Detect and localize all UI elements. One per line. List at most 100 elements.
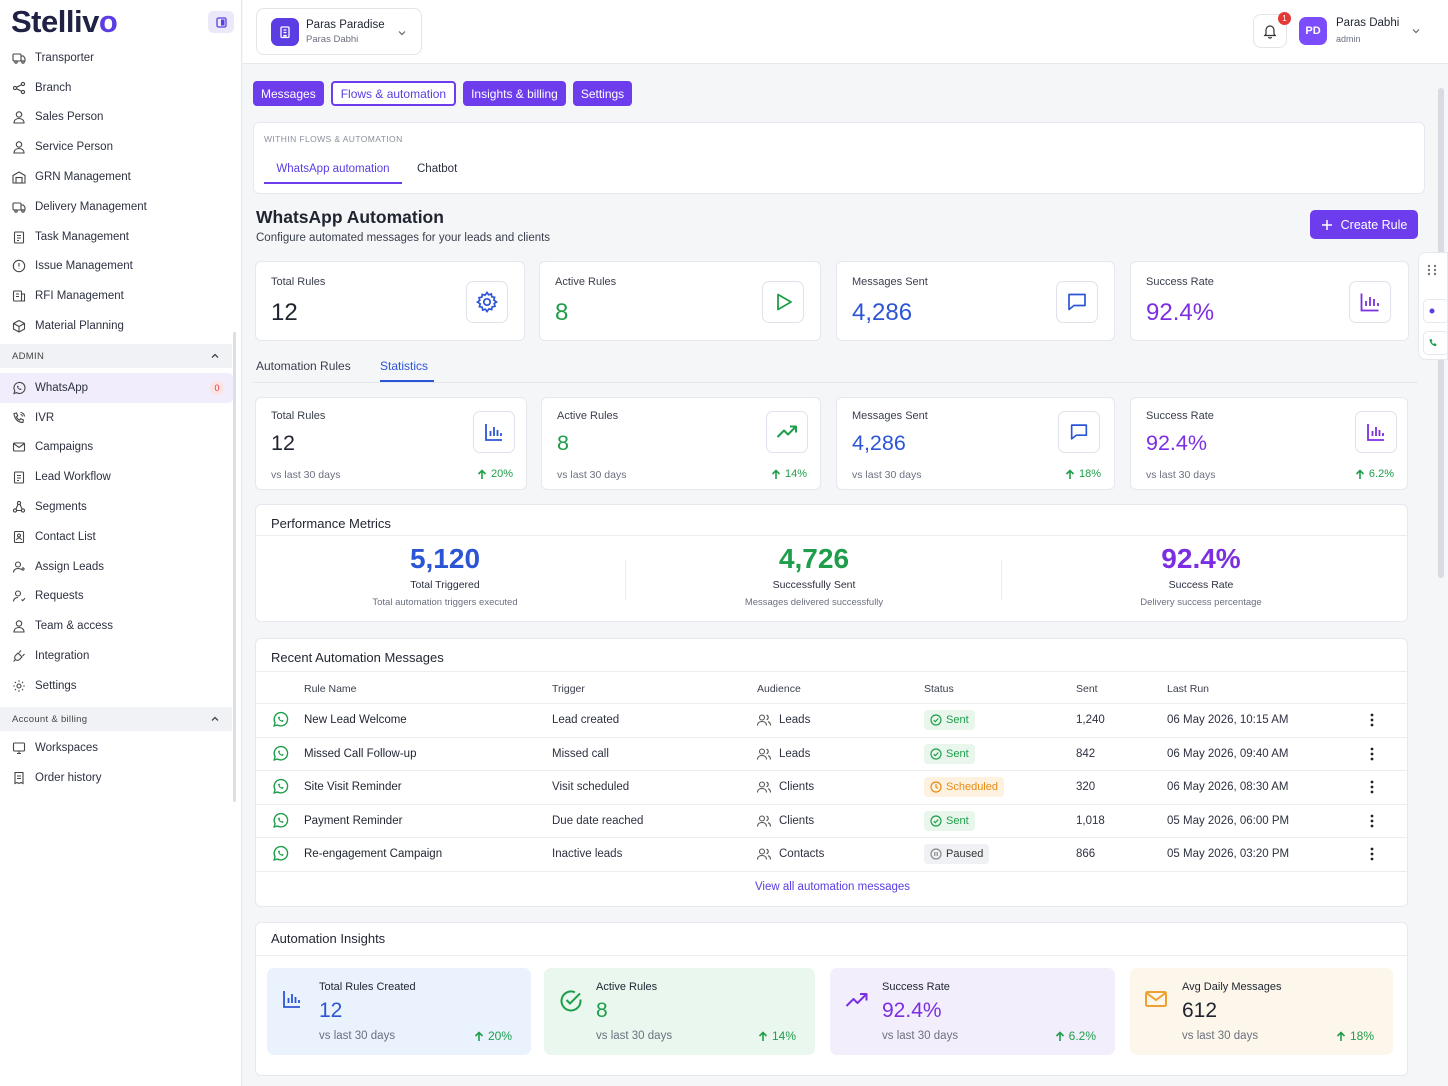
sidebar-item-branch[interactable]: Branch	[0, 73, 234, 103]
stat-change: 6.2%	[1355, 468, 1394, 480]
column-header-rule-name[interactable]: Rule Name	[304, 683, 357, 695]
sidebar-item-order-history[interactable]: Order history	[0, 763, 234, 793]
tab-messages[interactable]: Messages	[253, 81, 324, 106]
column-header-trigger[interactable]: Trigger	[552, 683, 585, 695]
table-row[interactable]: Re-engagement Campaign Inactive leads Co…	[256, 837, 1409, 871]
segments-icon	[12, 500, 26, 513]
sidebar-item-workspaces[interactable]: Workspaces	[0, 733, 234, 763]
chevron-down-icon	[398, 31, 406, 36]
arrow-up-icon	[1065, 468, 1075, 479]
branch-icon	[12, 81, 26, 94]
sidebar-item-service-person[interactable]: Service Person	[0, 132, 234, 162]
column-header-audience[interactable]: Audience	[757, 683, 801, 695]
tab-settings[interactable]: Settings	[572, 81, 633, 106]
sidebar-item-sales-person[interactable]: Sales Person	[0, 103, 234, 133]
more-options-icon[interactable]	[1370, 703, 1374, 737]
sidebar-item-segments[interactable]: Segments	[0, 492, 234, 522]
pause-circle-icon	[930, 848, 942, 860]
panel-item[interactable]	[1423, 331, 1448, 355]
table-row[interactable]: Site Visit Reminder Visit scheduled Clie…	[256, 770, 1409, 804]
insight-value: 612	[1182, 999, 1218, 1022]
tab-statistics[interactable]: Statistics	[380, 359, 434, 382]
tab-insights-billing[interactable]: Insights & billing	[463, 81, 566, 106]
table-row[interactable]: Payment Reminder Due date reached Client…	[256, 804, 1409, 838]
chevron-up-icon	[211, 716, 219, 721]
stat-change: 18%	[1065, 468, 1101, 480]
clipboard-icon	[13, 231, 25, 244]
collapse-sidebar-button[interactable]	[208, 11, 234, 33]
gear-icon	[13, 680, 25, 692]
sidebar-item-material-planning[interactable]: Material Planning	[0, 311, 234, 341]
more-options-icon[interactable]	[1370, 804, 1374, 838]
sidebar-item-lead-workflow[interactable]: Lead Workflow	[0, 462, 234, 492]
tab-flows-automation[interactable]: Flows & automation	[330, 81, 457, 106]
divider	[256, 535, 1409, 536]
view-all-messages-link[interactable]: View all automation messages	[754, 881, 911, 893]
column-header-sent[interactable]: Sent	[1076, 683, 1098, 695]
stat-value: 92.4%	[1146, 431, 1207, 455]
sidebar-section-account-billing[interactable]: Account & billing	[0, 707, 232, 731]
insight-footnote: vs last 30 days	[882, 1030, 959, 1042]
sidebar-item-grn-management[interactable]: GRN Management	[0, 162, 234, 192]
chat-icon	[1056, 281, 1098, 323]
create-rule-button[interactable]: Create Rule	[1310, 210, 1418, 239]
sidebar-item-transporter[interactable]: Transporter	[0, 43, 234, 73]
tab-chatbot[interactable]: Chatbot	[417, 163, 458, 175]
sidebar-item-delivery-management[interactable]: Delivery Management	[0, 192, 234, 222]
bar-chart-icon	[1349, 281, 1391, 323]
column-header-last-run[interactable]: Last Run	[1167, 683, 1210, 695]
sidebar-item-integration[interactable]: Integration	[0, 641, 234, 671]
kpi-value: 92.4%	[1146, 299, 1215, 326]
divider	[256, 871, 1409, 872]
rule-sent-count: 842	[1076, 747, 1096, 760]
column-header-status[interactable]: Status	[924, 683, 954, 695]
kpi-value: 8	[555, 299, 569, 326]
more-options-icon[interactable]	[1370, 770, 1374, 804]
phone-icon	[1429, 339, 1437, 347]
section-title: Automation Insights	[271, 931, 386, 946]
table-row[interactable]: New Lead Welcome Lead created Leads Sent…	[256, 703, 1409, 737]
insight-card-total-rules-created: Total Rules Created 12 vs last 30 days 2…	[267, 968, 531, 1055]
insight-value: 8	[596, 999, 608, 1022]
notifications-button[interactable]: 1	[1253, 12, 1291, 48]
sidebar-section-admin[interactable]: ADMIN	[0, 344, 232, 368]
insight-label: Total Rules Created	[319, 981, 416, 993]
insight-label: Success Rate	[882, 981, 950, 993]
insight-change: 6.2%	[1055, 1029, 1096, 1043]
document-flow-icon	[12, 290, 26, 302]
sidebar-item-task-management[interactable]: Task Management	[0, 222, 234, 252]
more-options-icon[interactable]	[1370, 837, 1374, 871]
stat-value: 4,286	[852, 431, 906, 455]
tab-automation-rules[interactable]: Automation Rules	[256, 359, 351, 373]
check-circle-icon	[930, 714, 942, 726]
sidebar-item-contact-list[interactable]: Contact List	[0, 522, 234, 552]
sidebar-scrollbar[interactable]	[233, 332, 236, 802]
rule-last-run: 05 May 2026, 03:20 PM	[1167, 847, 1290, 860]
sidebar-item-campaigns[interactable]: Campaigns	[0, 433, 234, 463]
chevron-down-icon[interactable]	[1411, 26, 1421, 36]
stat-footnote: vs last 30 days	[557, 469, 627, 481]
sidebar-item-requests[interactable]: Requests	[0, 582, 234, 612]
sidebar-item-issue-management[interactable]: Issue Management	[0, 252, 234, 282]
more-options-icon[interactable]	[1370, 737, 1374, 771]
alert-circle-icon	[12, 260, 26, 273]
rule-name: Re-engagement Campaign	[304, 847, 443, 860]
panel-item[interactable]	[1423, 299, 1448, 323]
recent-automation-messages-card: Recent Automation Messages Rule Name Tri…	[255, 638, 1409, 907]
sidebar-item-ivr[interactable]: IVR	[0, 403, 234, 433]
sidebar-item-settings[interactable]: Settings	[0, 671, 234, 701]
check-circle-icon	[558, 988, 584, 1014]
tab-whatsapp-automation[interactable]: WhatsApp automation	[264, 163, 402, 184]
project-switcher[interactable]: Paras Paradise Paras Dabhi	[256, 8, 422, 55]
table-row[interactable]: Missed Call Follow-up Missed call Leads …	[256, 737, 1409, 771]
kpi-label: Messages Sent	[852, 276, 928, 288]
avatar[interactable]: PD	[1299, 17, 1327, 45]
floating-side-panel[interactable]	[1418, 252, 1448, 360]
sidebar-item-assign-leads[interactable]: Assign Leads	[0, 552, 234, 582]
sidebar-item-rfi-management[interactable]: RFI Management	[0, 281, 234, 311]
sidebar-item-team-access[interactable]: Team & access	[0, 611, 234, 641]
main-content: Messages Flows & automation Insights & b…	[243, 64, 1428, 1086]
truck-icon	[12, 53, 26, 64]
stat-label: Active Rules	[557, 410, 619, 422]
sidebar-item-whatsapp[interactable]: WhatsApp 0	[0, 373, 234, 403]
